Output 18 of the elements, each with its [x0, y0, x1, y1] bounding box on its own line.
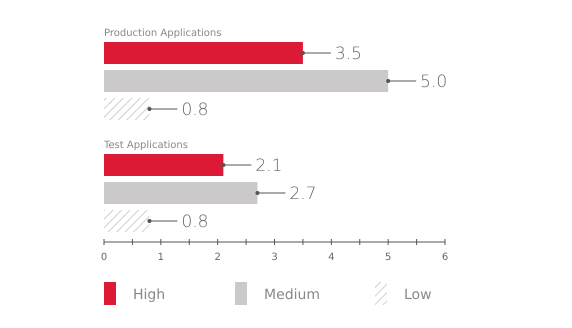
x-tick-label: 1: [158, 252, 164, 263]
legend-label: High: [133, 287, 166, 303]
data-label: 2.1: [255, 156, 282, 176]
x-tick-label: 5: [384, 252, 392, 263]
legend-label: Medium: [264, 287, 320, 303]
data-label: 3.5: [334, 44, 362, 64]
x-tick-label: 0: [100, 252, 108, 263]
data-label: 0.8: [181, 100, 209, 120]
x-tick-label: 2: [214, 252, 221, 263]
data-label: 2.7: [289, 184, 316, 204]
x-tick-label: 4: [328, 252, 335, 263]
x-tick-label: 3: [271, 252, 278, 263]
legend-label: Low: [404, 287, 432, 303]
y-tick-label: Production Applications: [104, 28, 222, 39]
y-tick-label: Test Applications: [103, 140, 188, 151]
data-label: 5.0: [420, 72, 448, 92]
x-tick-label: 6: [442, 252, 448, 263]
data-label: 0.8: [181, 212, 209, 232]
